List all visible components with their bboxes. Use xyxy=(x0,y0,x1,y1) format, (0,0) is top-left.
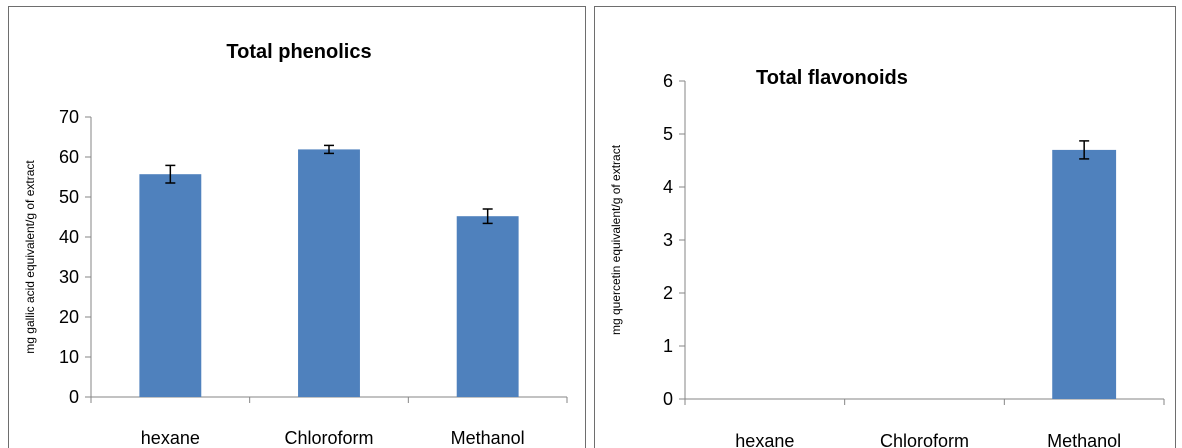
bar-chloroform xyxy=(298,149,360,397)
chart-title: Total flavonoids xyxy=(756,67,908,89)
x-category-label: Chloroform xyxy=(880,431,969,448)
y-tick-label: 0 xyxy=(663,389,673,409)
phenolics-chart-panel: Total phenolics mg gallic acid equivalent… xyxy=(0,0,586,448)
y-tick-label: 2 xyxy=(663,283,673,303)
chart-border xyxy=(594,6,1176,448)
y-tick-label: 1 xyxy=(663,336,673,356)
y-tick-label: 40 xyxy=(59,227,79,247)
y-tick-label: 3 xyxy=(663,230,673,250)
chart-border xyxy=(8,6,586,448)
phenolics-chart: Total phenolics mg gallic acid equivalent… xyxy=(23,41,568,448)
flavonoids-chart: Total flavonoids mg quercetin equivalent/… xyxy=(609,67,1165,448)
bar-methanol xyxy=(1052,149,1117,399)
y-tick-label: 4 xyxy=(663,177,673,197)
y-axis-label: mg gallic acid equivalent/g of extract xyxy=(23,160,37,354)
y-tick-label: 5 xyxy=(663,124,673,144)
x-category-label: Methanol xyxy=(451,428,525,448)
y-axis-label: mg quercetin equivalent/g of extract xyxy=(609,144,623,335)
y-tick-label: 30 xyxy=(59,267,79,287)
bar-methanol xyxy=(456,216,519,397)
y-tick-label: 0 xyxy=(69,387,79,407)
y-tick-label: 60 xyxy=(59,147,79,167)
flavonoids-chart-panel: Total flavonoids mg quercetin equivalent/… xyxy=(594,0,1182,448)
y-tick-label: 20 xyxy=(59,307,79,327)
y-tick-label: 6 xyxy=(663,71,673,91)
chart-title: Total phenolics xyxy=(226,41,371,63)
y-tick-label: 70 xyxy=(59,107,79,127)
y-tick-label: 50 xyxy=(59,187,79,207)
x-category-label: Chloroform xyxy=(284,428,373,448)
x-category-label: Methanol xyxy=(1047,431,1121,448)
x-category-label: hexane xyxy=(735,431,794,448)
bar-hexane xyxy=(139,174,202,397)
x-category-label: hexane xyxy=(141,428,200,448)
y-tick-label: 10 xyxy=(59,347,79,367)
